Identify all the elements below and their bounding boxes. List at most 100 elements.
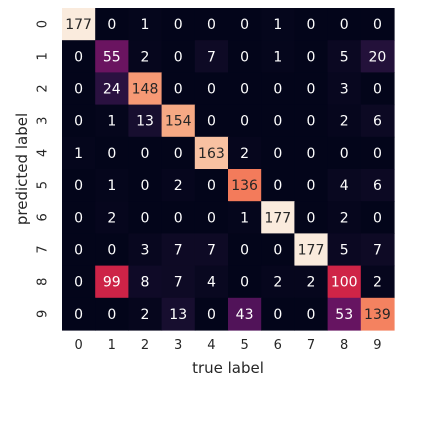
heatmap-cell-r4-c7 xyxy=(294,136,329,170)
heatmap-cell-r4-c1 xyxy=(95,136,129,170)
heatmap-cell-r7-c3 xyxy=(161,233,196,267)
cell-value-r4-c1: 0 xyxy=(107,146,116,162)
cell-value-r9-c9: 139 xyxy=(364,307,391,323)
cell-value-r4-c5: 2 xyxy=(240,146,249,162)
cell-value-r6-c2: 0 xyxy=(141,210,150,226)
heatmap-cell-r4-c9 xyxy=(360,136,395,170)
cell-value-r3-c1: 1 xyxy=(107,114,116,130)
cell-value-r4-c0: 1 xyxy=(74,146,83,162)
heatmap-cell-r1-c5 xyxy=(228,40,262,73)
y-tick-label-5: 5 xyxy=(36,181,51,189)
heatmap-cell-r9-c4 xyxy=(194,297,229,331)
x-tick-label-4: 4 xyxy=(207,338,215,353)
cell-value-r6-c7: 0 xyxy=(307,210,316,226)
heatmap-cell-r7-c4 xyxy=(194,233,229,267)
cell-value-r3-c8: 2 xyxy=(340,114,349,130)
heatmap-cell-r8-c0 xyxy=(62,265,96,299)
cell-value-r2-c0: 0 xyxy=(74,82,83,98)
cell-value-r7-c6: 0 xyxy=(273,243,282,259)
y-tick-label-1: 1 xyxy=(36,52,51,60)
cell-value-r5-c0: 0 xyxy=(74,178,83,194)
x-tick-label-6: 6 xyxy=(274,338,282,353)
heatmap-cell-r7-c6 xyxy=(261,233,295,267)
cell-value-r1-c8: 5 xyxy=(340,49,349,65)
cell-value-r2-c7: 0 xyxy=(307,82,316,98)
cell-value-r2-c1: 24 xyxy=(103,82,121,98)
cell-value-r1-c0: 0 xyxy=(74,49,83,65)
cell-value-r8-c2: 8 xyxy=(141,275,150,291)
cell-value-r1-c7: 0 xyxy=(307,49,316,65)
heatmap-cell-r5-c9 xyxy=(360,169,395,202)
heatmap-cell-r1-c8 xyxy=(327,40,362,73)
heatmap-cell-r0-c0 xyxy=(62,8,96,41)
heatmap-cell-r5-c4 xyxy=(194,169,229,202)
heatmap-cell-r3-c0 xyxy=(62,104,96,138)
heatmap-cell-r0-c8 xyxy=(327,8,362,41)
heatmap-cell-r7-c7 xyxy=(294,233,329,267)
heatmap-cell-r1-c1 xyxy=(95,40,129,73)
heatmap-cell-r2-c9 xyxy=(360,72,395,106)
cell-value-r9-c8: 53 xyxy=(335,307,353,323)
cell-value-r0-c1: 0 xyxy=(107,17,116,33)
cell-value-r6-c0: 0 xyxy=(74,210,83,226)
heatmap-cell-r2-c2 xyxy=(128,72,163,106)
heatmap-cell-r6-c2 xyxy=(128,201,163,234)
cell-value-r3-c4: 0 xyxy=(207,114,216,130)
cell-value-r5-c3: 2 xyxy=(174,178,183,194)
heatmap-cell-r2-c8 xyxy=(327,72,362,106)
cell-value-r2-c9: 0 xyxy=(373,82,382,98)
heatmap-cell-r2-c1 xyxy=(95,72,129,106)
cell-value-r9-c5: 43 xyxy=(236,307,254,323)
cell-value-r7-c0: 0 xyxy=(74,243,83,259)
cell-value-r0-c2: 1 xyxy=(141,17,150,33)
cell-value-r0-c9: 0 xyxy=(373,17,382,33)
heatmap-cell-r1-c3 xyxy=(161,40,196,73)
x-tick-labels: 0 1 2 3 4 5 6 7 8 9 xyxy=(74,338,381,353)
heatmap-cell-r9-c7 xyxy=(294,297,329,331)
cell-value-r8-c7: 2 xyxy=(307,275,316,291)
cell-value-r4-c3: 0 xyxy=(174,146,183,162)
heatmap-cell-r4-c4 xyxy=(194,136,229,170)
cell-value-r8-c5: 0 xyxy=(240,275,249,291)
cell-value-r5-c8: 4 xyxy=(340,178,349,194)
heatmap-cell-r0-c4 xyxy=(194,8,229,41)
heatmap-cell-r1-c6 xyxy=(261,40,295,73)
x-tick-label-1: 1 xyxy=(108,338,116,353)
cell-value-r6-c9: 0 xyxy=(373,210,382,226)
heatmap-cell-r4-c6 xyxy=(261,136,295,170)
heatmap-cell-r1-c4 xyxy=(194,40,229,73)
heatmap-cell-r3-c6 xyxy=(261,104,295,138)
cell-value-r8-c6: 2 xyxy=(273,275,282,291)
heatmap-cell-r6-c7 xyxy=(294,201,329,234)
cell-value-r7-c8: 5 xyxy=(340,243,349,259)
heatmap-cell-r2-c5 xyxy=(228,72,262,106)
heatmap-cell-r8-c7 xyxy=(294,265,329,299)
heatmap-cell-r3-c5 xyxy=(228,104,262,138)
cell-value-r3-c0: 0 xyxy=(74,114,83,130)
cell-value-r9-c7: 0 xyxy=(307,307,316,323)
heatmap-cell-r0-c7 xyxy=(294,8,329,41)
heatmap-cell-r6-c6 xyxy=(261,201,295,234)
x-tick-label-9: 9 xyxy=(373,338,381,353)
x-tick-label-8: 8 xyxy=(340,338,348,353)
heatmap-cell-r6-c3 xyxy=(161,201,196,234)
y-tick-label-2: 2 xyxy=(36,84,51,92)
heatmap-cell-r5-c1 xyxy=(95,169,129,202)
heatmap-cell-r0-c5 xyxy=(228,8,262,41)
cell-value-r6-c5: 1 xyxy=(240,210,249,226)
heatmap-cell-r8-c6 xyxy=(261,265,295,299)
cell-value-r4-c6: 0 xyxy=(273,146,282,162)
cell-value-r2-c5: 0 xyxy=(240,82,249,98)
heatmap-cell-r2-c0 xyxy=(62,72,96,106)
cell-value-r2-c4: 0 xyxy=(207,82,216,98)
cell-value-r7-c2: 3 xyxy=(141,243,150,259)
heatmap-cells: 177 0 1 0 0 0 1 0 0 00 55 2 0 7 0 1 0 5 200 24 148 0 0 0 0 0 3 00 1 1… xyxy=(62,8,395,331)
y-tick-label-3: 3 xyxy=(36,117,51,125)
cell-value-r8-c3: 7 xyxy=(174,275,183,291)
cell-value-r7-c5: 0 xyxy=(240,243,249,259)
heatmap-cell-r8-c2 xyxy=(128,265,163,299)
y-axis-label: predicted label xyxy=(13,113,31,225)
cell-value-r1-c5: 0 xyxy=(240,49,249,65)
cell-value-r9-c6: 0 xyxy=(273,307,282,323)
